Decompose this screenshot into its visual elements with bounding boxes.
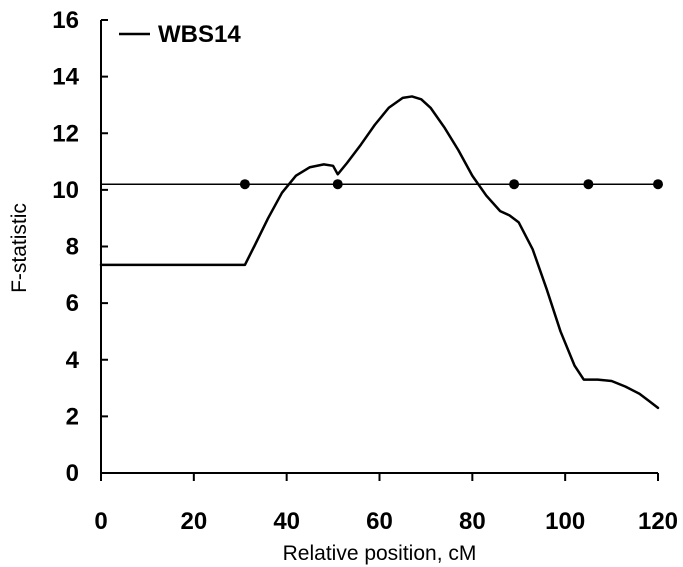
marker-layer	[239, 179, 663, 190]
plot-layer	[99, 95, 663, 410]
marker-point	[509, 179, 520, 190]
marker-point	[239, 179, 250, 190]
x-tick-label: 100	[545, 508, 585, 535]
y-tick-label: 2	[66, 403, 79, 430]
y-tick-label: 8	[66, 234, 79, 261]
marker-point	[583, 179, 594, 190]
x-tick-label: 20	[180, 508, 207, 535]
y-ticks: 0 2 4 6 8 10 12 14 16	[52, 7, 108, 487]
x-axis-title: Relative position, cM	[283, 542, 477, 565]
x-tick-label: 0	[94, 508, 107, 535]
legend-label: WBS14	[158, 21, 241, 48]
marker-point	[653, 179, 663, 190]
y-tick-label: 10	[52, 177, 79, 204]
series-line	[99, 95, 660, 410]
y-tick-label: 14	[52, 64, 79, 91]
y-tick-label: 12	[52, 120, 79, 147]
y-tick-label: 16	[52, 7, 79, 34]
x-ticks: 0 20 40 60 80 100 120	[94, 473, 678, 535]
axes: 0 2 4 6 8 10 12 14 16 0 20 40 60 80 100 120	[52, 7, 678, 535]
x-tick-label: 80	[459, 508, 486, 535]
x-tick-label: 120	[638, 508, 678, 535]
marker-point	[332, 179, 343, 190]
y-tick-label: 0	[66, 460, 79, 487]
legend: WBS14	[119, 21, 241, 48]
y-tick-label: 6	[66, 290, 79, 317]
y-axis-title: F-statistic	[8, 203, 31, 293]
x-tick-label: 40	[273, 508, 300, 535]
y-tick-label: 4	[66, 347, 80, 374]
x-tick-label: 60	[366, 508, 393, 535]
